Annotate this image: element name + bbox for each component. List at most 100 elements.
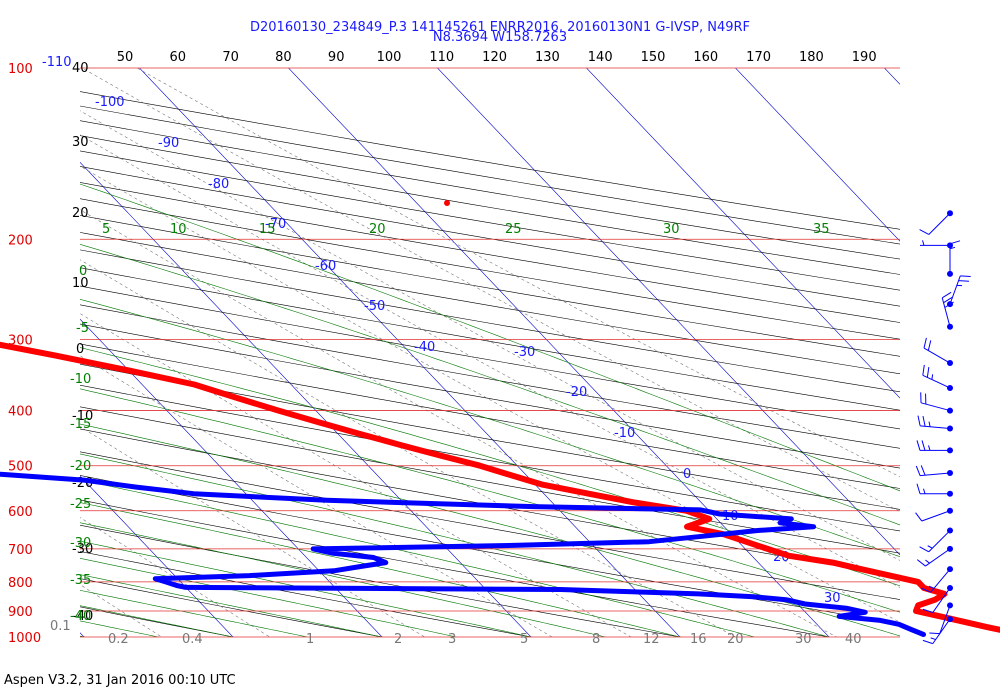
pressure-tick-label: 700: [8, 543, 33, 558]
top-scale-label: 100: [377, 50, 402, 65]
top-scale-label: 180: [799, 50, 824, 65]
isotherm-label: 30: [824, 591, 841, 606]
dry-adiabat-line: [80, 343, 900, 489]
wind-barb-feather: [919, 229, 930, 235]
dewpoint-profile-line: [0, 471, 926, 637]
wind-barb-half-feather: [922, 240, 925, 246]
moist-adiabat-line: [80, 502, 681, 637]
wind-barb-feather: [917, 415, 921, 426]
dry-adiabat-line: [80, 182, 900, 323]
wind-barb-half-feather: [923, 488, 926, 494]
chart-title-line-2: N8.3694 W158.7263: [432, 30, 568, 45]
moist-adiabat-line: [80, 453, 830, 637]
dry-adiabat-line: [80, 198, 900, 340]
wind-barb-feather: [916, 440, 921, 451]
mixing-ratio-line: [80, 134, 900, 588]
mixing-ratio-label: 20: [727, 632, 744, 647]
wind-barb-feather: [929, 632, 940, 635]
mixing-ratio-label: 8: [592, 632, 600, 647]
dry-adiabat-line: [80, 428, 900, 577]
wind-barb-shaft: [928, 530, 951, 553]
wind-barb: [916, 545, 953, 567]
moist-adiabat-label: -25: [70, 497, 91, 512]
wind-barb: [922, 616, 953, 645]
wind-barb: [941, 291, 954, 330]
dry-adiabat-line: [80, 524, 682, 637]
isotherm-label: -80: [208, 177, 229, 192]
wind-barb: [915, 507, 953, 522]
dry-adiabat-line: [80, 475, 900, 625]
dry-adiabat-line: [80, 267, 900, 411]
isotherm-line: [80, 161, 532, 637]
mixing-ratio-label: 30: [795, 632, 812, 647]
isotherm-line: [437, 68, 900, 556]
wind-barb-feather: [921, 440, 926, 451]
dry-adiabat-line: [80, 363, 900, 510]
isotherm-label: -70: [265, 217, 286, 232]
top-scale-label: 130: [535, 50, 560, 65]
wind-barb: [920, 240, 953, 249]
wind-barb: [916, 483, 953, 497]
wind-barb: [919, 210, 953, 235]
wind-barb-half-feather: [931, 374, 934, 380]
wind-barb-half-feather: [928, 585, 935, 589]
dry-adiabat-line: [80, 304, 900, 449]
isotherm-label: -50: [364, 299, 385, 314]
moist-adiabat-label: 0: [79, 264, 87, 279]
isotherm-label: -100: [95, 95, 125, 110]
isotherm-label: -90: [158, 136, 179, 151]
dry-adiabat-line: [80, 384, 900, 532]
wind-barb-shaft: [939, 605, 951, 634]
dry-adiabat-line: [80, 499, 831, 637]
mixing-ratio-label: 1: [306, 632, 314, 647]
temperature-outlier-point: [444, 200, 450, 206]
moist-adiabat-label: -30: [70, 536, 91, 551]
wind-barb-half-feather: [930, 637, 936, 641]
wind-barb-shaft: [928, 212, 951, 235]
top-scale-label: 150: [641, 50, 666, 65]
dry-adiabat-line: [80, 135, 900, 275]
top-scale-label: 70: [222, 50, 239, 65]
wind-barb-half-feather: [928, 445, 931, 451]
dry-adiabat-line: [80, 215, 900, 357]
isotherm-line: [735, 68, 900, 242]
isotherm-label: -20: [566, 385, 587, 400]
mixing-ratio-label: 12: [643, 632, 660, 647]
mixing-ratio-label: 5: [520, 632, 528, 647]
pressure-tick-label: 500: [8, 460, 33, 475]
moist-adiabat-label: 25: [505, 222, 522, 237]
top-scale-label: 80: [275, 50, 292, 65]
wind-barb-feather: [915, 512, 923, 522]
dry-adiabat-line: [80, 166, 900, 307]
moist-adiabat-label: -15: [70, 417, 91, 432]
isotherm-label: 0: [683, 467, 691, 482]
moist-adiabat-label: 10: [170, 222, 187, 237]
wind-barb-feather: [922, 639, 933, 645]
dry-adiabat-label: -40: [72, 609, 93, 624]
pressure-tick-label: 200: [8, 233, 33, 248]
wind-barb-feather: [922, 415, 926, 427]
dry-adiabat-line: [80, 451, 900, 600]
moist-adiabat-label: 20: [369, 222, 386, 237]
footer-version-timestamp: Aspen V3.2, 31 Jan 2016 00:10 UTC: [4, 673, 236, 688]
dry-adiabat-label: -30: [72, 542, 93, 557]
dry-adiabat-line: [80, 91, 900, 230]
mixing-ratio-line: [136, 68, 900, 478]
mixing-ratio-line: [80, 517, 271, 637]
mixing-ratio-line: [80, 110, 900, 561]
moist-adiabat-line: [80, 388, 900, 613]
isotherm-line: [80, 318, 383, 637]
top-scale-label: 190: [852, 50, 877, 65]
isotherm-label: -30: [514, 345, 535, 360]
wind-barb-feather: [920, 587, 931, 593]
pressure-tick-label: 1000: [8, 631, 41, 646]
wind-barb: [917, 415, 953, 432]
top-scale-label: 120: [482, 50, 507, 65]
dry-adiabat-label: -10: [72, 409, 93, 424]
moist-adiabat-label: -35: [70, 573, 91, 588]
dry-adiabat-line: [80, 249, 900, 393]
pressure-tick-label: 600: [8, 505, 33, 520]
moist-adiabat-label: -40: [70, 609, 91, 624]
moist-adiabat-label: -5: [76, 321, 89, 336]
moist-adiabat-line: [80, 522, 606, 637]
